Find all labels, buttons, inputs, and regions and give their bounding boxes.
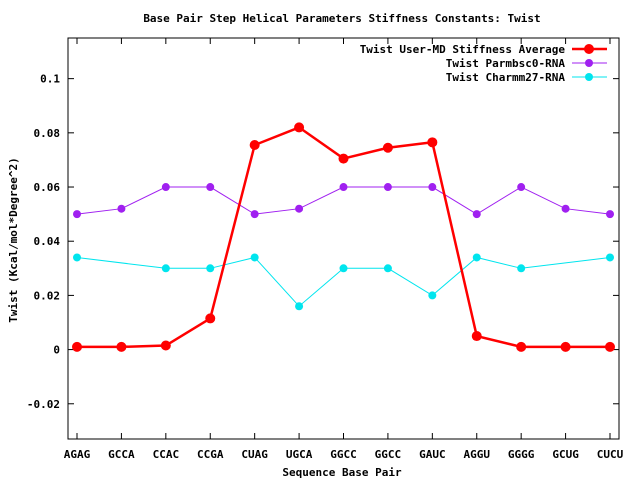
data-point (161, 183, 170, 192)
data-point (382, 142, 393, 153)
data-point (206, 264, 215, 273)
x-tick-label: CUAG (241, 448, 268, 461)
data-point (561, 204, 570, 213)
x-tick-label: CCAC (153, 448, 180, 461)
data-point (472, 253, 481, 262)
data-point (295, 302, 304, 311)
legend-swatch-marker (585, 73, 593, 81)
x-tick-label: GGCC (375, 448, 402, 461)
x-tick-label: CUCU (597, 448, 624, 461)
data-point (472, 210, 481, 219)
data-point (516, 341, 527, 352)
data-point (116, 341, 127, 352)
y-tick-label: -0.02 (27, 398, 60, 411)
data-point (73, 210, 81, 219)
y-axis-label: Twist (Kcal/mol*Degree^2) (7, 157, 20, 323)
data-point (428, 291, 437, 300)
series-line (76, 186, 611, 215)
data-point (605, 341, 615, 352)
y-tick-label: 0 (53, 344, 60, 357)
data-point (606, 253, 614, 262)
data-point (249, 140, 260, 151)
data-point (295, 204, 304, 213)
data-point (160, 340, 171, 351)
y-tick-label: 0.04 (34, 235, 61, 248)
legend-label: Twist User-MD Stiffness Average (360, 43, 566, 56)
data-point (428, 183, 437, 192)
y-tick-label: 0.1 (40, 73, 60, 86)
y-tick-label: 0.02 (34, 289, 61, 302)
data-point (250, 210, 259, 219)
x-tick-label: AGGU (464, 448, 491, 461)
data-point (250, 253, 259, 262)
x-axis-label: Sequence Base Pair (282, 466, 402, 479)
series-layer (72, 122, 615, 352)
data-point (471, 331, 482, 342)
data-point (339, 183, 348, 192)
y-tick-label: 0.08 (34, 127, 61, 140)
data-point (383, 264, 392, 273)
data-point (161, 264, 170, 273)
x-axis: AGAG GCCA CCAC CCGA CUAG UGCA GGCC GGCC GAUC AGGU… (64, 38, 624, 461)
legend-label: Twist Parmbsc0-RNA (446, 57, 566, 70)
chart-title: Base Pair Step Helical Parameters Stiffn… (143, 12, 540, 25)
x-tick-label: GCCA (108, 448, 135, 461)
legend-swatch-marker (584, 44, 594, 54)
data-point (117, 204, 126, 213)
x-tick-label: GGGG (508, 448, 535, 461)
data-point (338, 153, 349, 164)
x-tick-label: AGAG (64, 448, 91, 461)
data-point (205, 313, 216, 324)
y-tick-label: 0.06 (34, 181, 61, 194)
plot-frame (67, 37, 620, 440)
data-point (427, 137, 438, 148)
x-tick-label: CCGA (197, 448, 224, 461)
data-point (606, 210, 614, 219)
data-point (383, 183, 392, 192)
data-point (517, 183, 526, 192)
data-point (339, 264, 348, 273)
data-point (294, 122, 305, 133)
data-point (560, 341, 571, 352)
x-tick-label: GGCC (330, 448, 357, 461)
legend-label: Twist Charmm27-RNA (446, 71, 566, 84)
y-axis: -0.02 0 0.02 0.04 0.06 0.08 0.1 (27, 73, 619, 411)
x-tick-label: GCUG (552, 448, 579, 461)
x-tick-label: UGCA (286, 448, 313, 461)
x-tick-label: GAUC (419, 448, 446, 461)
legend-swatch-marker (585, 59, 593, 67)
data-point (517, 264, 526, 273)
data-point (73, 253, 81, 262)
data-point (206, 183, 215, 192)
data-point (72, 341, 82, 352)
